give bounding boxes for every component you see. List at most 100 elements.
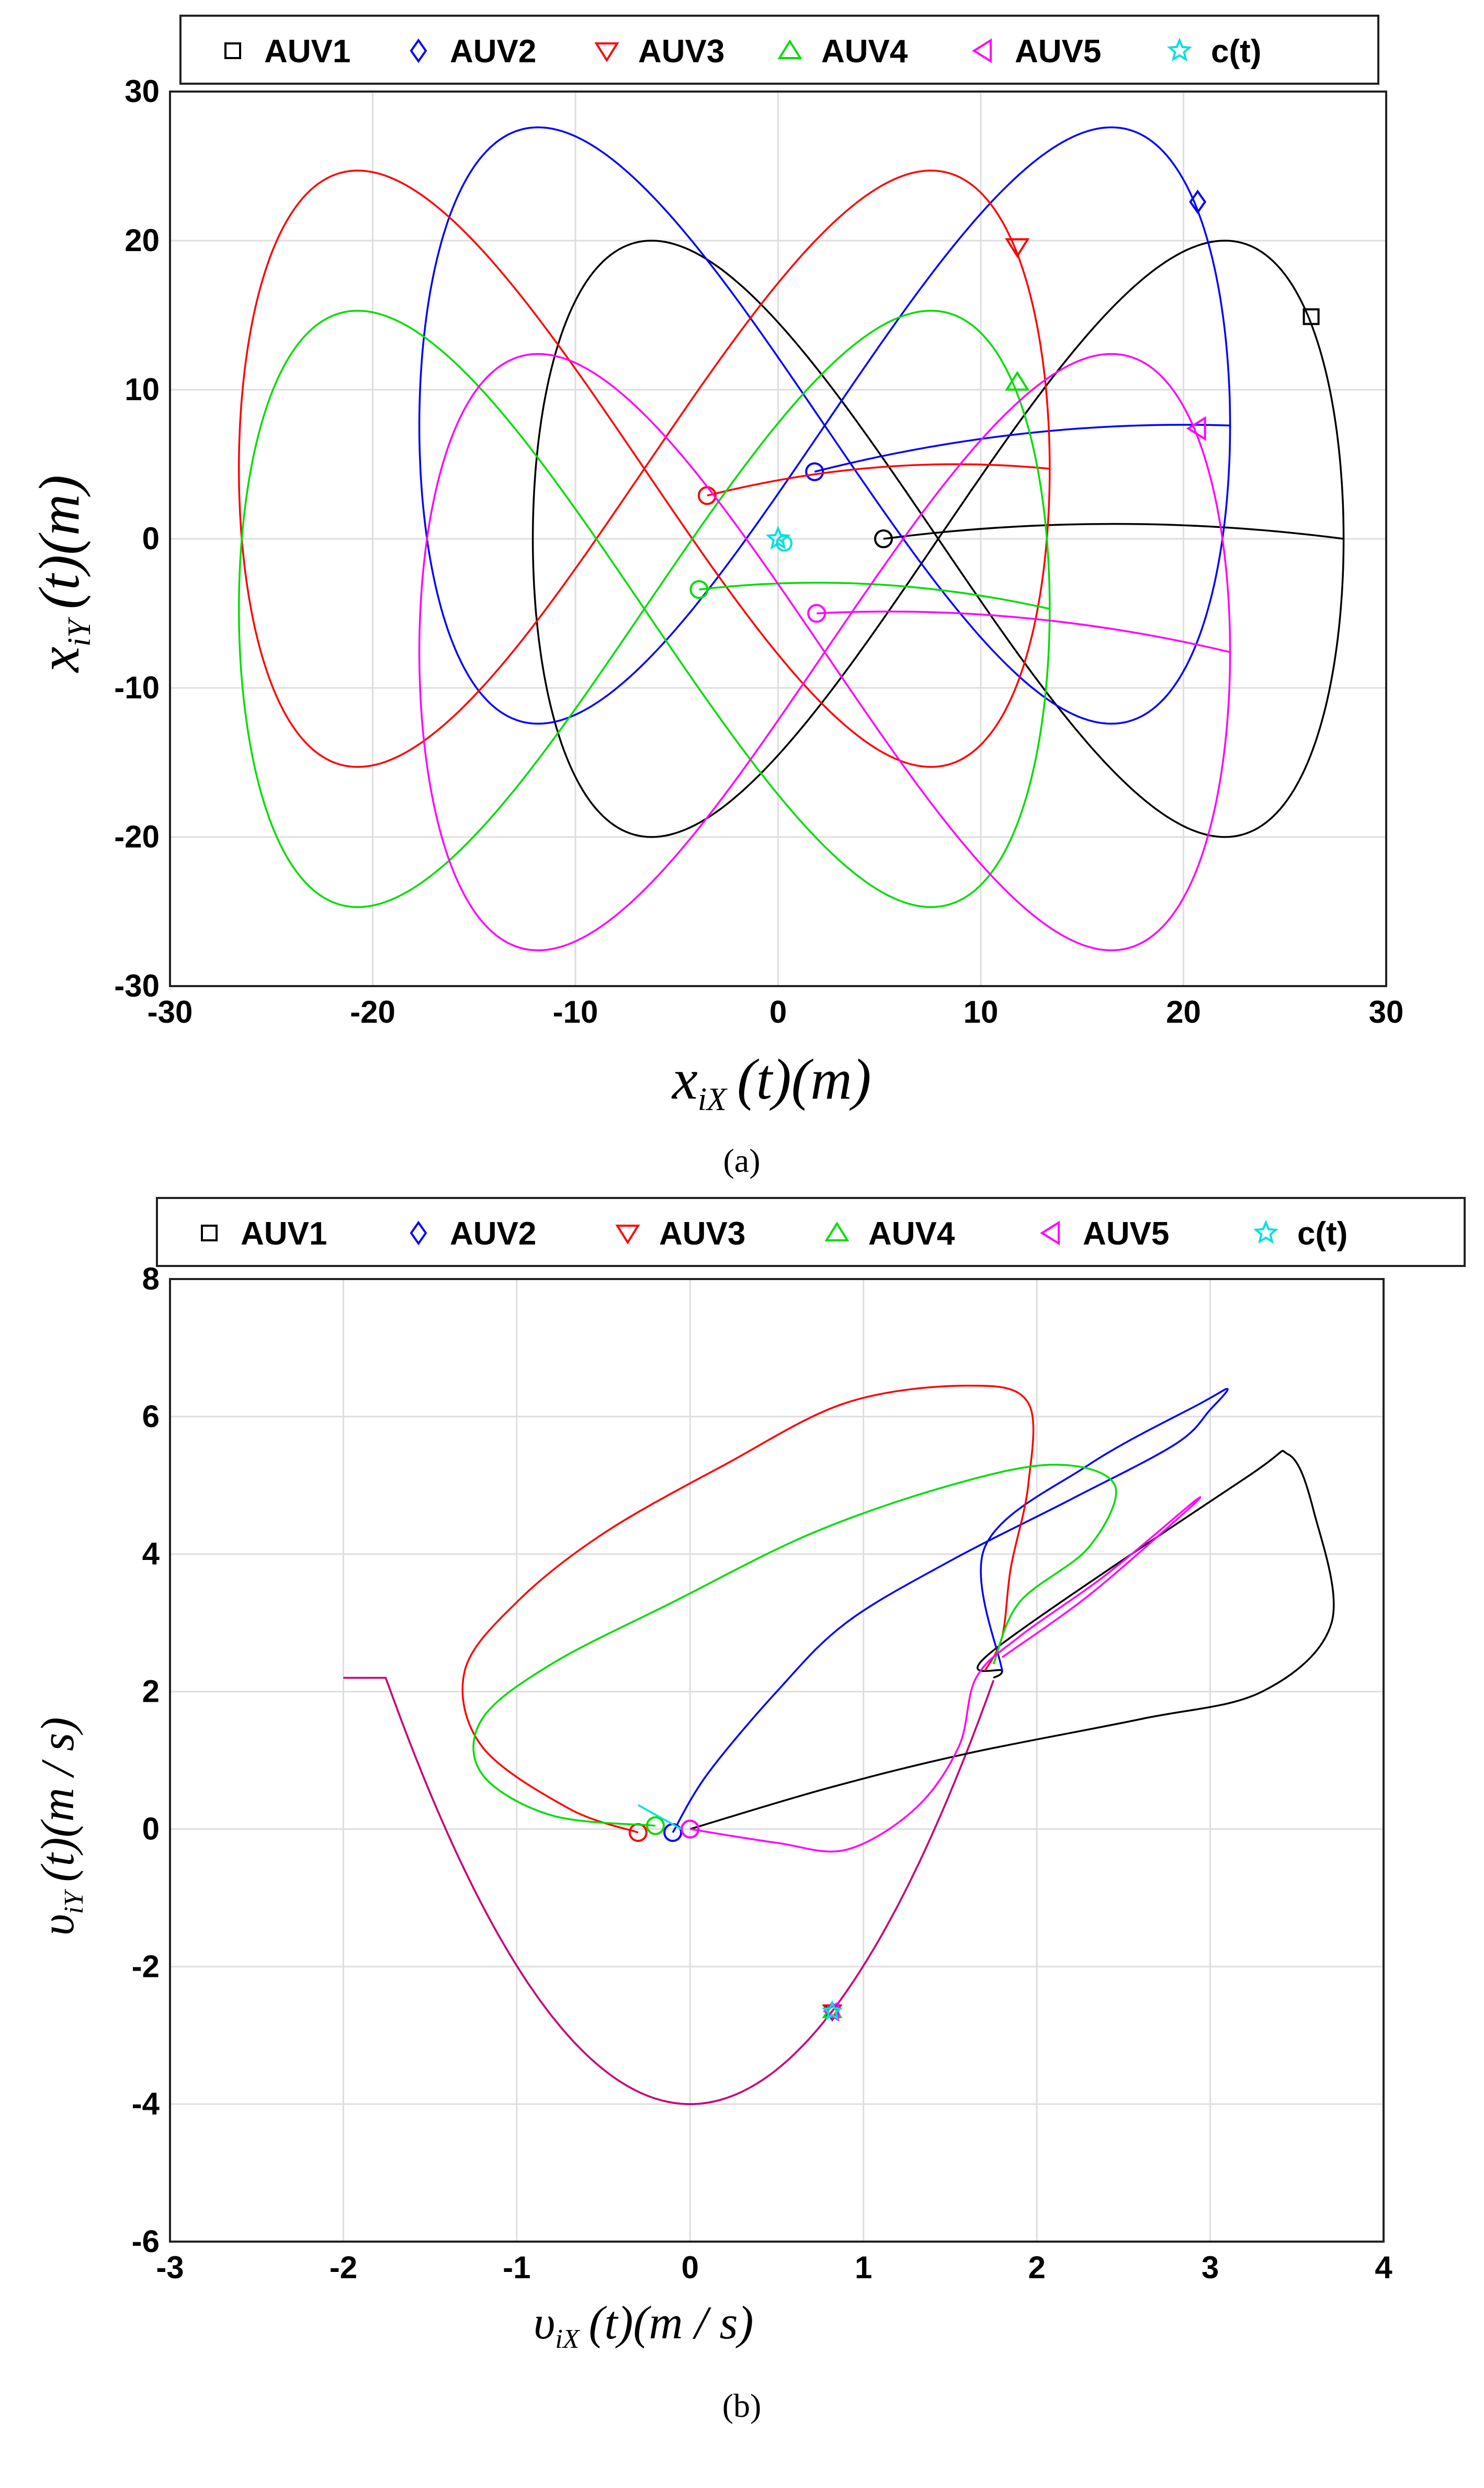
panel-a-end-marker-auv4: [1005, 370, 1030, 391]
legend-label-auv3: AUV3: [659, 1216, 745, 1252]
panel-a-transient-auv2: [814, 424, 1230, 473]
panel-b-start-marker-auv4: [646, 1816, 665, 1835]
panel-b-ytick-label: 2: [142, 1674, 160, 1709]
panel-a-ytick-label: -10: [114, 670, 160, 705]
panel-a-ytick-label: 30: [124, 74, 160, 109]
panel-a-xtick-label: -20: [350, 994, 395, 1030]
panel-a-xtick-label: 20: [1166, 994, 1201, 1030]
legend-label-ct: c(t): [1211, 33, 1261, 70]
legend-marker-auv5: [972, 38, 992, 63]
panel-a-xtick-label: 10: [964, 994, 999, 1030]
panel-b-ytick-label: 6: [142, 1399, 160, 1434]
panel-b-ytick-label: 4: [142, 1536, 160, 1571]
panel-b-plot-frame: [169, 1278, 1385, 2243]
panel-b-caption: (b): [722, 2387, 762, 2424]
panel-b-y-axis-label: υiY(t)(m / s): [32, 1717, 89, 1936]
panel-a-trajectories: [237, 126, 1345, 952]
panel-a-ytick-label: -20: [114, 819, 160, 854]
legend-label-auv4: AUV4: [868, 1216, 955, 1252]
panel-b-grid: [169, 1278, 1385, 2243]
panel-b-legend-box: [156, 1197, 1466, 1267]
legend-marker-auv1: [201, 1225, 218, 1241]
panel-a-end-marker-auv3: [1005, 238, 1030, 258]
panel-a-ytick-label: 0: [142, 521, 160, 556]
legend-label-auv3: AUV3: [638, 33, 724, 70]
panel-a-end-marker-auv2: [1189, 189, 1207, 214]
panel-b-xtick-label: 1: [855, 2250, 872, 2285]
legend-marker-auv5: [1040, 1220, 1060, 1246]
panel-a-transient-auv1: [883, 523, 1344, 540]
legend-marker-auv3: [594, 42, 619, 62]
panel-a-xtick-label: -30: [148, 994, 193, 1030]
panel-b-xtick-label: 3: [1202, 2250, 1219, 2285]
legend-label-auv2: AUV2: [450, 1216, 536, 1252]
panel-b-ytick-label: -4: [132, 2086, 160, 2121]
panel-b-parabola-branch: [343, 1677, 994, 2105]
panel-b-ytick-label: 0: [142, 1811, 160, 1846]
panel-a-target-marker: [765, 525, 791, 550]
panel-b-ticks: -3 -2 -1 0 1 2 3 4 -6 -4 -2 0 2 4 6 8: [132, 1261, 1393, 2285]
panel-b-parabola-branch: [343, 1677, 994, 2105]
panel-a-ticks: -30 -20 -10 0 10 20 30 -30 -20 -10 0 10 20 30: [114, 74, 1403, 1030]
legend-label-auv1: AUV1: [241, 1216, 327, 1252]
legend-label-auv4: AUV4: [821, 33, 908, 70]
legend-label-auv5: AUV5: [1083, 1216, 1169, 1252]
panel-a-start-marker-auv2: [805, 462, 824, 481]
legend-label-auv1: AUV1: [264, 33, 350, 70]
legend-label-auv2: AUV2: [450, 33, 536, 70]
legend-marker-auv3: [615, 1225, 640, 1245]
panel-b-velocity-auv3: [461, 1384, 1035, 1834]
panel-a-ytick-label: 20: [124, 223, 160, 258]
panel-a-start-marker-auv5: [807, 604, 826, 623]
panel-a-transient-auv5: [817, 610, 1231, 653]
legend-marker-ct: [1167, 37, 1192, 62]
panel-a-orbit-auv4: [237, 310, 1051, 908]
legend-marker-ct: [1253, 1219, 1278, 1244]
legend-label-auv5: AUV5: [1015, 33, 1101, 70]
panel-b-velocity-auv1: [689, 1450, 1335, 1830]
panel-a-orbit-auv2: [418, 126, 1231, 725]
panel-a-orbit-auv1: [531, 240, 1345, 838]
legend-marker-auv4: [824, 1222, 849, 1241]
panel-a-legend: AUV1 AUV2 AUV3 AUV4 AUV5 c(t): [179, 15, 1379, 85]
panel-b-target-path: [638, 1804, 682, 1830]
panel-b-xtick-label: -2: [330, 2250, 357, 2285]
panel-a-xtick-label: -10: [553, 994, 598, 1030]
panel-b-velocity-auv4: [472, 1464, 1117, 1827]
panel-a-start-marker-auv1: [874, 529, 893, 548]
panel-b-trajectories: [343, 1384, 1335, 2105]
panel-b-xtick-label: 0: [682, 2250, 699, 2285]
panel-a-plot-frame: [169, 91, 1387, 987]
panel-a-orbit-auv5: [418, 353, 1231, 952]
panel-a-x-axis-label: xiX (t)(m): [671, 1047, 871, 1117]
panel-a-end-marker-auv1: [1302, 308, 1320, 325]
panel-b-ytick-label: -2: [132, 1949, 160, 1984]
legend-label-ct: c(t): [1297, 1216, 1347, 1252]
legend-marker-auv2: [410, 1220, 427, 1246]
panel-b-xtick-label: -1: [503, 2250, 530, 2285]
panel-a-xtick-label: 30: [1369, 994, 1404, 1030]
legend-marker-auv1: [224, 42, 241, 59]
panel-a-ytick-label: 10: [124, 372, 160, 407]
panel-b-start-marker-auv5: [681, 1819, 700, 1839]
panel-b-velocity-auv5: [690, 1496, 1202, 1853]
panel-b-xtick-label: 2: [1028, 2250, 1045, 2285]
panel-b-xtick-label: 4: [1375, 2250, 1392, 2285]
panel-b-ytick-label: -6: [132, 2224, 160, 2259]
panel-b-xtick-label: -3: [156, 2250, 184, 2285]
panel-b-x-axis-label: υiX (t)(m / s): [534, 2297, 753, 2354]
legend-marker-auv2: [410, 38, 427, 63]
panel-a-xtick-label: 0: [769, 994, 787, 1030]
legend-marker-auv4: [777, 39, 802, 59]
panel-b-ytick-label: 8: [142, 1261, 160, 1296]
panel-b-velocity-auv2: [672, 1388, 1229, 1833]
panel-b-target-marker: [821, 2000, 843, 2020]
panel-a-ytick-label: -30: [114, 968, 160, 1003]
panel-a-caption: (a): [723, 1142, 760, 1179]
panel-b-legend: AUV1 AUV2 AUV3 AUV4 AUV5 c(t): [156, 1197, 1466, 1267]
panel-a-legend-box: [179, 15, 1379, 85]
panel-a-orbit-auv3: [237, 169, 1051, 768]
